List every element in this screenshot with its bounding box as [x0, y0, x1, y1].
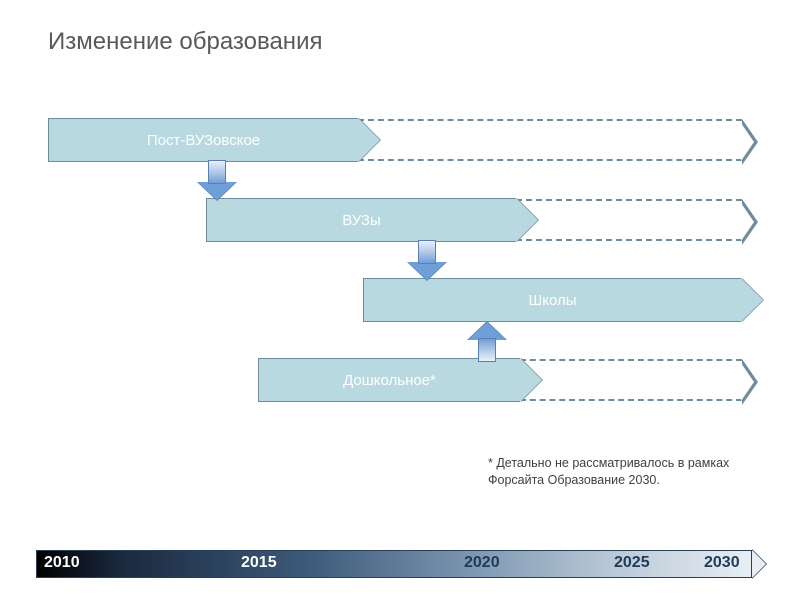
connector-down-1 — [408, 240, 446, 282]
lane-label-2: Школы — [528, 292, 576, 309]
lane-0: Пост-ВУЗовское — [48, 118, 763, 162]
lane-solid-3: Дошкольное* — [258, 358, 520, 402]
lane-solid-1: ВУЗы — [206, 198, 516, 242]
lane-1: ВУЗы — [48, 198, 763, 242]
timeline: 2010 2015 2020 2025 2030 — [36, 550, 766, 578]
diagram-area: Пост-ВУЗовское ВУЗы Школы Дошкольное* — [48, 118, 763, 438]
timeline-year-2025: 2025 — [614, 554, 650, 572]
lane-label-0: Пост-ВУЗовское — [147, 132, 260, 149]
lane-3: Дошкольное* — [48, 358, 763, 402]
connector-down-0 — [198, 160, 236, 202]
timeline-year-2010: 2010 — [44, 554, 80, 572]
lane-solid-2: Школы — [363, 278, 741, 322]
lane-solid-0: Пост-ВУЗовское — [48, 118, 358, 162]
lane-dashed-0 — [358, 119, 742, 161]
lane-label-3: Дошкольное* — [343, 372, 436, 389]
lane-dashed-3 — [520, 359, 742, 401]
lane-2: Школы — [48, 278, 763, 322]
footnote: * Детально не рассматривалось в рамках Ф… — [488, 455, 753, 489]
timeline-year-2030: 2030 — [704, 554, 740, 572]
timeline-year-2015: 2015 — [241, 554, 277, 572]
slide-title: Изменение образования — [48, 28, 322, 56]
lane-label-1: ВУЗы — [342, 212, 381, 229]
timeline-year-2020: 2020 — [464, 554, 500, 572]
lane-dashed-1 — [516, 199, 742, 241]
connector-up-2 — [468, 320, 506, 362]
